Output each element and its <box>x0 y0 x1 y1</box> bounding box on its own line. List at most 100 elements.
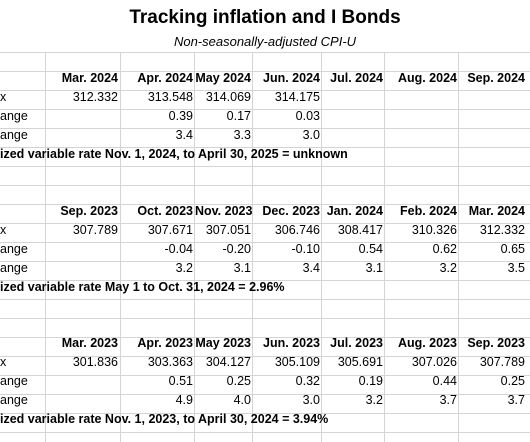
grid-row-line <box>0 280 530 281</box>
month-header: Jul. 2023 <box>330 336 383 350</box>
value-cell <box>459 107 525 126</box>
value-cell: 304.127 <box>205 355 251 369</box>
value-cell <box>45 391 118 410</box>
month-header: Sep. 2023 <box>467 336 525 350</box>
value-cell: 312.332 <box>479 223 525 237</box>
value-cell: 0.44 <box>432 374 457 388</box>
value-cell: 314.069 <box>205 90 251 104</box>
month-header: Jul. 2024 <box>330 71 383 85</box>
sheet-subtitle: Non-seasonally-adjusted CPI-U <box>173 34 357 49</box>
grid-row-line <box>0 394 530 395</box>
month-header-row: Mar. 2024 Apr. 2024 May 2024 Jun. 2024 Jul. … <box>0 69 530 88</box>
value-cell <box>385 107 457 126</box>
value-cell: 0.65 <box>500 242 525 256</box>
month-header: May 2024 <box>195 71 251 85</box>
value-cell: 3.1 <box>365 261 383 275</box>
grid-row-line <box>0 185 530 186</box>
value-cell: 3.5 <box>507 261 525 275</box>
value-cell: 3.2 <box>175 261 193 275</box>
grid-row-line <box>0 432 530 433</box>
month-header: Oct. 2023 <box>137 204 193 218</box>
value-cell <box>322 107 383 126</box>
value-cell: 310.326 <box>411 223 457 237</box>
grid-row-line <box>0 166 530 167</box>
value-cell: 307.789 <box>72 223 118 237</box>
grid-column-line <box>458 52 459 442</box>
month-header: Dec. 2023 <box>262 204 320 218</box>
value-cell: 0.25 <box>500 374 525 388</box>
value-cell <box>45 240 118 259</box>
value-cell: 307.026 <box>411 355 457 369</box>
month-header: Aug. 2023 <box>397 336 457 350</box>
value-cell: 301.836 <box>72 355 118 369</box>
grid-column-line <box>194 52 195 442</box>
value-cell <box>45 126 118 145</box>
value-cell <box>385 126 457 145</box>
variable-rate-note: ized variable rate May 1 to Oct. 31, 202… <box>0 280 285 294</box>
value-cell: 312.332 <box>72 90 118 104</box>
grid-row-line <box>0 128 530 129</box>
value-cell: 4.9 <box>175 393 193 407</box>
value-cell: -0.04 <box>164 242 194 256</box>
variable-rate-note: ized variable rate Nov. 1, 2023, to Apri… <box>0 412 329 426</box>
month-header: Nov. 2023 <box>195 204 253 218</box>
row-label: x <box>0 223 7 237</box>
value-cell: -0.20 <box>222 242 252 256</box>
grid-row-line <box>0 261 530 262</box>
grid-row-line <box>0 318 530 319</box>
month-header: Jan. 2024 <box>326 204 383 218</box>
value-cell: 305.691 <box>337 355 383 369</box>
value-cell: 3.0 <box>302 393 320 407</box>
cpi-index-row: x 312.332 313.548 314.069 314.175 <box>0 88 530 107</box>
grid-row-line <box>0 375 530 376</box>
value-cell: 305.109 <box>274 355 320 369</box>
month-header: Jun. 2023 <box>263 336 320 350</box>
grid-row-line <box>0 356 530 357</box>
value-cell: 0.32 <box>295 374 320 388</box>
value-cell: 3.2 <box>365 393 383 407</box>
value-cell: 3.4 <box>175 128 193 142</box>
variable-rate-note: ized variable rate Nov. 1, 2024, to Apri… <box>0 147 348 161</box>
value-cell: 307.671 <box>147 223 193 237</box>
grid-row-line <box>0 204 530 205</box>
value-cell: 0.54 <box>358 242 383 256</box>
grid-column-line <box>384 52 385 442</box>
value-cell: 306.746 <box>274 223 320 237</box>
value-cell <box>45 107 118 126</box>
value-cell: 313.548 <box>147 90 193 104</box>
cpi-index-row: x 307.789 307.671 307.051 306.746 308.417 310.… <box>0 221 530 240</box>
grid-column-line <box>252 52 253 442</box>
month-header: Aug. 2024 <box>397 71 457 85</box>
value-cell: 0.25 <box>226 374 251 388</box>
value-cell: 0.51 <box>168 374 193 388</box>
annual-change-row: ange 4.9 4.0 3.0 3.2 3.7 3.7 <box>0 391 530 410</box>
row-label: ange <box>0 242 28 256</box>
month-header: Apr. 2024 <box>137 71 193 85</box>
sheet-title: Tracking inflation and I Bonds <box>129 7 401 28</box>
month-header: Jun. 2024 <box>263 71 320 85</box>
row-label: ange <box>0 393 28 407</box>
value-cell: 307.051 <box>205 223 251 237</box>
grid-row-line <box>0 242 530 243</box>
monthly-change-row: ange 0.51 0.25 0.32 0.19 0.44 0.25 <box>0 372 530 391</box>
value-cell <box>459 88 525 107</box>
month-header-row: Sep. 2023 Oct. 2023 Nov. 2023 Dec. 2023 Jan.… <box>0 202 530 221</box>
value-cell <box>459 126 525 145</box>
value-cell: 307.789 <box>479 355 525 369</box>
value-cell <box>45 259 118 278</box>
month-header: Mar. 2024 <box>468 204 525 218</box>
grid-row-line <box>0 223 530 224</box>
month-header: Sep. 2023 <box>60 204 118 218</box>
grid-row-line <box>0 71 530 72</box>
value-cell: 3.2 <box>439 261 457 275</box>
row-label: x <box>0 355 7 369</box>
value-cell <box>322 88 383 107</box>
grid-row-line <box>0 109 530 110</box>
value-cell <box>322 126 383 145</box>
value-cell: 4.0 <box>233 393 251 407</box>
value-cell: 3.0 <box>302 128 320 142</box>
row-label: ange <box>0 374 28 388</box>
value-cell: 0.39 <box>168 109 193 123</box>
row-label: ange <box>0 128 28 142</box>
monthly-change-row: ange 0.39 0.17 0.03 <box>0 107 530 126</box>
